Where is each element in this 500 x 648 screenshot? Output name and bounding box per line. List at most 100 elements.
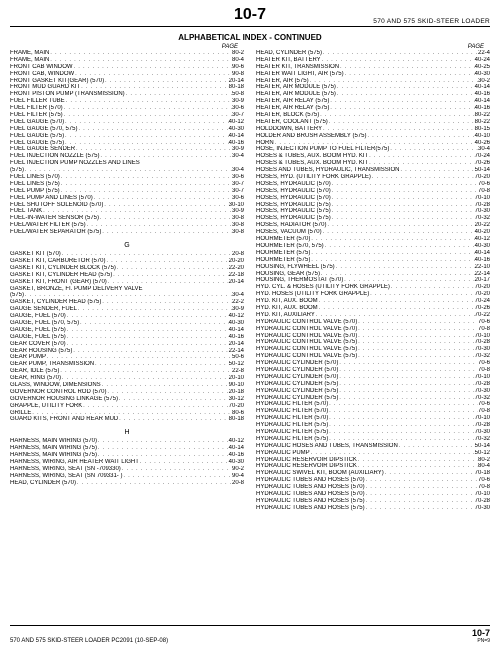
leader-dots: . . . . . . . . . . . . . . . . . . . . … bbox=[365, 478, 478, 484]
index-page: 40-16 bbox=[475, 257, 490, 264]
index-row: (575). . . . . . . . . . . . . . . . . .… bbox=[10, 292, 244, 299]
index-page: 40-30 bbox=[229, 320, 244, 327]
index-page: 22-8 bbox=[232, 368, 244, 375]
index-label: FUEL LINES (575) bbox=[10, 181, 60, 188]
index-page: 70-32 bbox=[475, 353, 490, 360]
index-row: HYDRAULIC CYLINDER (575). . . . . . . . … bbox=[256, 395, 490, 402]
index-row: HOSES, VACUUM (570). . . . . . . . . . .… bbox=[256, 229, 490, 236]
index-page: 70-28 bbox=[475, 202, 490, 209]
index-page: 90-8 bbox=[232, 71, 244, 78]
index-label: HEATER WAIT LIGHT, AIR (575) bbox=[256, 71, 344, 78]
index-page: 40-16 bbox=[229, 334, 244, 341]
index-page: 30-9 bbox=[232, 306, 244, 313]
index-page: 90-4 bbox=[232, 473, 244, 480]
index-label: FRAME, MAIN bbox=[10, 50, 49, 57]
leader-dots: . . . . . . . . . . . . . . . . . . . . … bbox=[106, 390, 228, 396]
leader-dots: . . . . . . . . . . . . . . . . . . . . … bbox=[64, 120, 229, 126]
index-row: HYDRAULIC HOSES AND TUBES, TRANSMISSION.… bbox=[256, 443, 490, 450]
leader-dots: . . . . . . . . . . . . . . . . . . . . … bbox=[31, 411, 232, 417]
index-row: GRAPPLE, UTILITY FORK. . . . . . . . . .… bbox=[10, 403, 244, 410]
index-row: HOUSING, THERMOSTAT (570). . . . . . . .… bbox=[256, 277, 490, 284]
index-label: HYDRAULIC CONTROL VALVE (575) bbox=[256, 353, 357, 360]
leader-dots: . . . . . . . . . . . . . . . . . . . . … bbox=[338, 375, 474, 381]
index-label: HOSES, HYDRAULIC (575) bbox=[256, 202, 331, 209]
index-row: FRONT CAB, WINDOW. . . . . . . . . . . .… bbox=[10, 71, 244, 78]
index-row: HYDRAULIC CYLINDER (570). . . . . . . . … bbox=[256, 360, 490, 367]
index-row: HOSES & TUBES, AUX. BOOM HYD. KIT. . . .… bbox=[256, 160, 490, 167]
index-row: FUEL FILTER (570). . . . . . . . . . . .… bbox=[10, 105, 244, 112]
leader-dots: . . . . . . . . . . . . . . . . . . . . … bbox=[24, 293, 232, 299]
index-row: HYDRAULIC TUBES AND HOSES (575). . . . .… bbox=[256, 505, 490, 512]
leader-dots: . . . . . . . . . . . . . . . . . . . . … bbox=[24, 168, 232, 174]
index-page: 80-18 bbox=[229, 416, 244, 423]
leader-dots: . . . . . . . . . . . . . . . . . . . . … bbox=[322, 51, 478, 57]
index-label: HOSES, HYDRAULIC (570) bbox=[256, 195, 331, 202]
leader-dots: . . . . . . . . . . . . . . . . . . . . … bbox=[309, 79, 478, 85]
index-label: HARNESS, WIRING, SEAT (SN 709331- ) bbox=[10, 473, 122, 480]
leader-dots: . . . . . . . . . . . . . . . . . . . . … bbox=[320, 272, 475, 278]
index-label: HYDRAULIC FILTER (570) bbox=[256, 408, 328, 415]
index-page: 22-18 bbox=[229, 272, 244, 279]
leader-dots: . . . . . . . . . . . . . . . . . . . . … bbox=[357, 354, 474, 360]
leader-dots: . . . . . . . . . . . . . . . . . . . . … bbox=[66, 314, 229, 320]
index-page: 70-28 bbox=[475, 339, 490, 346]
leader-dots: . . . . . . . . . . . . . . . . . . . . … bbox=[338, 382, 474, 388]
index-row: HEATER WAIT LIGHT, AIR (575). . . . . . … bbox=[256, 71, 490, 78]
index-page: 30-9 bbox=[232, 208, 244, 215]
leader-dots: . . . . . . . . . . . . . . . . . . . . … bbox=[331, 182, 478, 188]
letter-header: G bbox=[10, 242, 244, 249]
leader-dots: . . . . . . . . . . . . . . . . . . . . … bbox=[97, 453, 229, 459]
index-row: HYDRAULIC SWIVEL KIT, BOOM (AUXILIARY). … bbox=[256, 470, 490, 477]
index-label: HYD. CYL. & HOSES (UTILITY FORK GRAPPLE) bbox=[256, 284, 390, 291]
index-label: HOLDDOWN, BATTERY bbox=[256, 126, 322, 133]
index-row: HYDRAULIC CYLINDER (570). . . . . . . . … bbox=[256, 374, 490, 381]
index-page: 80-4 bbox=[232, 57, 244, 64]
index-page: 70-10 bbox=[475, 415, 490, 422]
index-row: HYDRAULIC RESERVOIR DIPSTICK. . . . . . … bbox=[256, 457, 490, 464]
index-row: FUEL SHUTOFF SOLENOID (570). . . . . . .… bbox=[10, 202, 244, 209]
index-row: GEAR, IDLE (575). . . . . . . . . . . . … bbox=[10, 368, 244, 375]
index-label: GASKET, CYLINDER HEAD (575) bbox=[10, 299, 101, 306]
index-page: 70-8 bbox=[478, 188, 490, 195]
index-page: 40-12 bbox=[229, 313, 244, 320]
leader-dots: . . . . . . . . . . . . . . . . . . . . … bbox=[365, 506, 475, 512]
index-row: HYDRAULIC CONTROL VALVE (575). . . . . .… bbox=[256, 346, 490, 353]
index-page: 70-18 bbox=[475, 470, 490, 477]
leader-dots: . . . . . . . . . . . . . . . . . . . . … bbox=[66, 335, 229, 341]
index-row: HYDRAULIC TUBES AND HOSES (570). . . . .… bbox=[256, 491, 490, 498]
index-row: GAUGE, FUEL (570, 575). . . . . . . . . … bbox=[10, 320, 244, 327]
index-row: GLASS, WINDOW, DIMENSIONS. . . . . . . .… bbox=[10, 382, 244, 389]
index-row: HYDRAULIC TUBES AND HOSES (570). . . . .… bbox=[256, 477, 490, 484]
index-page: 50-6 bbox=[232, 354, 244, 361]
index-label: GEAR, RING (570) bbox=[10, 375, 61, 382]
leader-dots: . . . . . . . . . . . . . . . . . . . . … bbox=[321, 58, 475, 64]
index-page: 40-25 bbox=[475, 64, 490, 71]
index-row: HYD. CYL. & HOSES (UTILITY FORK GRAPPLE)… bbox=[256, 284, 490, 291]
index-row: HORN. . . . . . . . . . . . . . . . . . … bbox=[256, 140, 490, 147]
index-label: HEATER, BLOCK (575) bbox=[256, 112, 319, 119]
leader-dots: . . . . . . . . . . . . . . . . . . . . … bbox=[66, 328, 229, 334]
index-row: HYDRAULIC RESERVOIR DIPSTICK. . . . . . … bbox=[256, 463, 490, 470]
index-page: 40-24 bbox=[475, 57, 490, 64]
index-row: FUEL GAUGE (570, 575). . . . . . . . . .… bbox=[10, 126, 244, 133]
index-label: FRONT CAB, WINDOW bbox=[10, 71, 74, 78]
leader-dots: . . . . . . . . . . . . . . . . . . . . … bbox=[77, 127, 228, 133]
index-page: 70-8 bbox=[478, 484, 490, 491]
index-label: GASKET KIT, CYLINDER HEAD (575) bbox=[10, 272, 112, 279]
index-label: GAUGE, FUEL (570, 575) bbox=[10, 320, 79, 327]
index-row: GEAR, RING (570). . . . . . . . . . . . … bbox=[10, 375, 244, 382]
index-row: HYDRAULIC FILTER (570). . . . . . . . . … bbox=[256, 401, 490, 408]
index-label: FUEL/WATER SEPARATOR (575) bbox=[10, 229, 101, 236]
leader-dots: . . . . . . . . . . . . . . . . . . . . … bbox=[368, 154, 474, 160]
index-row: HYDRAULIC FILTER (575). . . . . . . . . … bbox=[256, 422, 490, 429]
index-page: 70-30 bbox=[475, 429, 490, 436]
leader-dots: . . . . . . . . . . . . . . . . . . . . … bbox=[97, 446, 229, 452]
leader-dots: . . . . . . . . . . . . . . . . . . . . … bbox=[322, 230, 475, 236]
index-label: HOURMETER (575) bbox=[256, 257, 310, 264]
index-page: 30-4 bbox=[232, 167, 244, 174]
index-row: HEATER, AIR RELAY (575). . . . . . . . .… bbox=[256, 98, 490, 105]
index-page: 20-10 bbox=[229, 375, 244, 382]
leader-dots: . . . . . . . . . . . . . . . . . . . . … bbox=[66, 342, 229, 348]
index-row: HOSES, HYDRAULIC (570). . . . . . . . . … bbox=[256, 195, 490, 202]
leader-dots: . . . . . . . . . . . . . . . . . . . . … bbox=[60, 175, 232, 181]
